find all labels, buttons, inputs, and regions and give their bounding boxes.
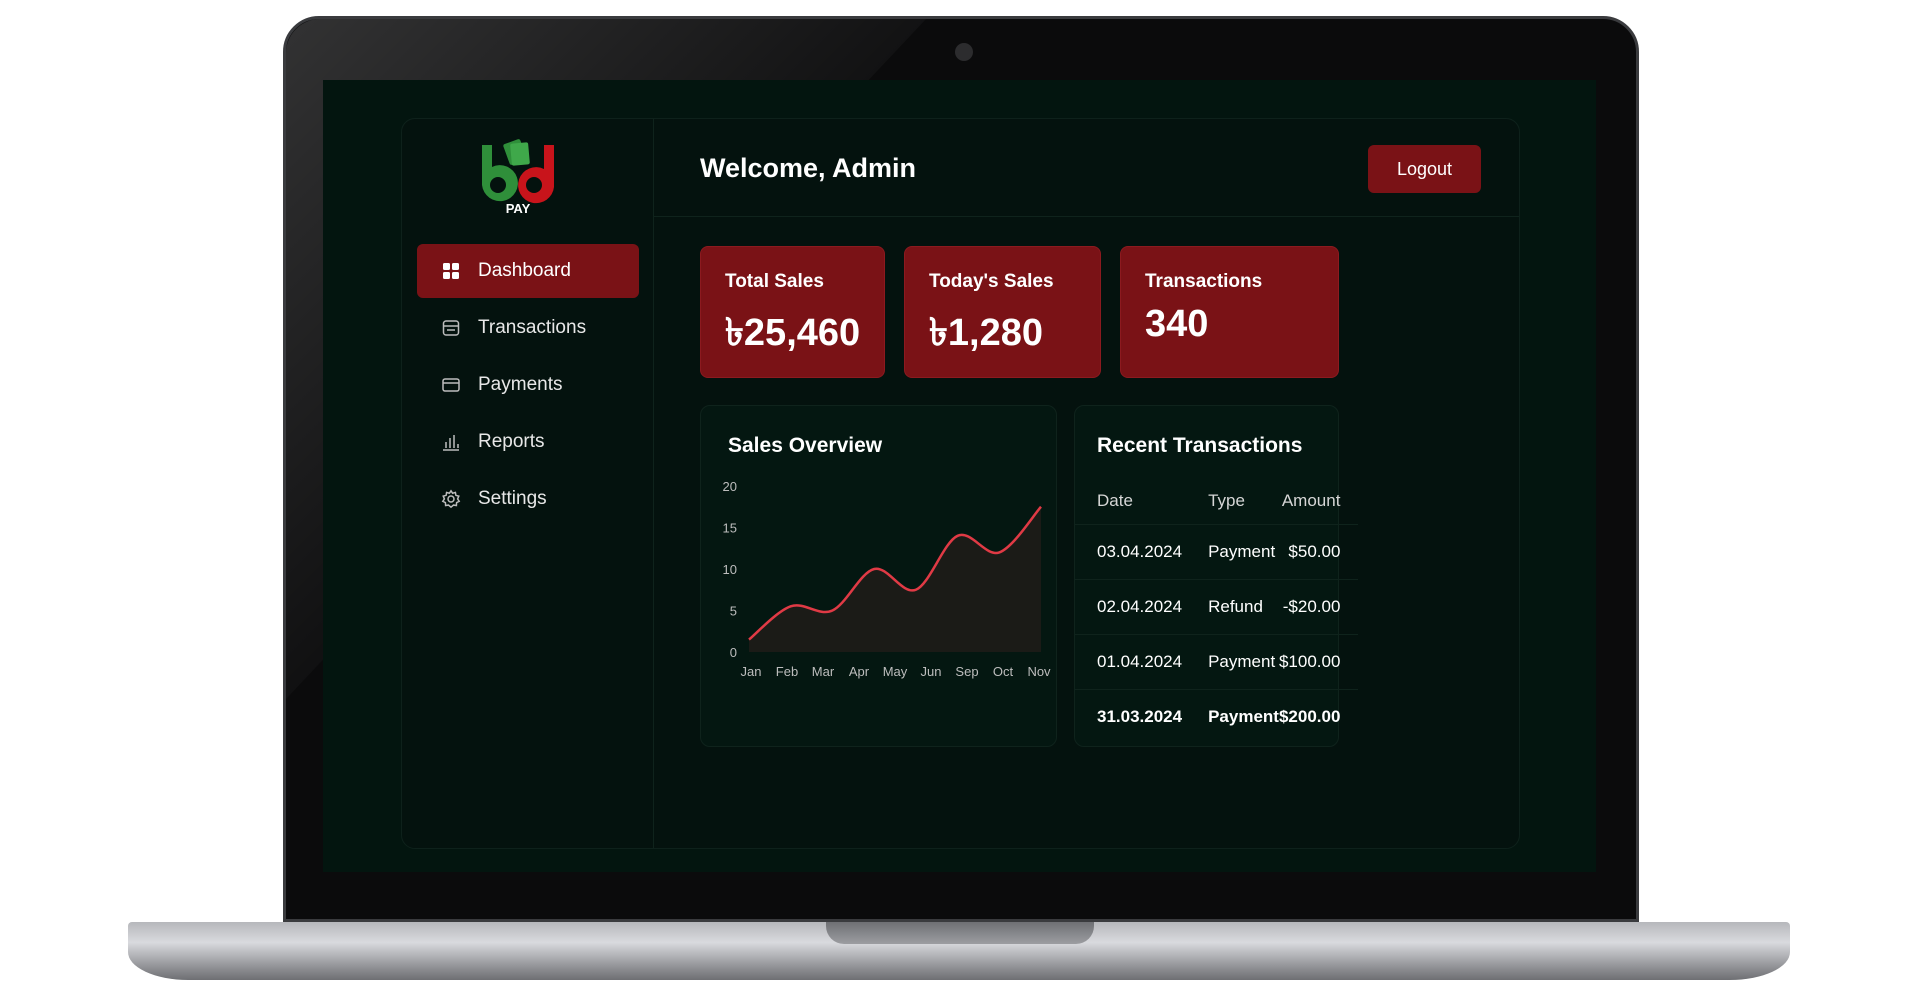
sidebar-item-label: Reports — [478, 431, 545, 452]
dashboard-app: PAY Dashboard Transactions — [401, 118, 1520, 849]
stat-value: ৳1,280 — [929, 312, 1044, 354]
x-tick-label: Apr — [849, 664, 870, 679]
column-header-amount: Amount — [1281, 490, 1341, 510]
y-tick-label: 0 — [730, 645, 737, 660]
tx-amount: $100.00 — [1278, 633, 1359, 689]
column-header-type: Type — [1208, 490, 1245, 510]
sidebar-item-dashboard[interactable]: Dashboard — [417, 244, 639, 298]
y-tick-label: 20 — [723, 479, 737, 494]
sidebar-item-label: Dashboard — [478, 260, 571, 281]
tx-type: Payment — [1182, 633, 1279, 689]
page-title: Welcome, Admin — [700, 153, 917, 183]
x-tick-label: Jun — [921, 664, 942, 679]
sales-overview-title: Sales Overview — [728, 434, 883, 457]
area-fill — [749, 506, 1041, 652]
tx-type: Payment — [1182, 523, 1279, 579]
sidebar-item-label: Transactions — [478, 317, 587, 338]
tx-amount: $50.00 — [1278, 523, 1359, 579]
sidebar-item-settings[interactable]: Settings — [417, 472, 639, 526]
tx-date: 01.04.2024 — [1075, 633, 1183, 689]
sidebar-item-label: Payments — [478, 374, 563, 395]
sales-chart: 0 5 10 15 20 Jan Feb Mar Apr May Jun Sep Oct Nov — [723, 479, 1052, 679]
tx-type: Payment — [1182, 688, 1279, 744]
sidebar-item-transactions[interactable]: Transactions — [417, 301, 639, 355]
header: Welcome, Admin Logout — [654, 119, 1519, 217]
tx-amount: -$20.00 — [1278, 578, 1359, 634]
receipt-icon — [441, 318, 461, 338]
stat-value: 340 — [1145, 303, 1209, 345]
bar-chart-icon — [441, 432, 461, 452]
transactions-table: Date Type Amount 03.04.2024 Payment $50.… — [1075, 478, 1359, 744]
series-line — [748, 505, 1042, 641]
x-tick-label: Feb — [776, 664, 798, 679]
sales-overview-panel: Sales Overview 0 5 10 15 20 Jan Feb Mar Apr May Ju… — [700, 405, 1057, 747]
bdpay-logo: PAY — [482, 139, 554, 216]
gear-icon — [441, 489, 461, 509]
x-tick-label: Sep — [955, 664, 978, 679]
x-tick-label: Jan — [741, 664, 762, 679]
tx-date: 03.04.2024 — [1075, 523, 1183, 579]
table-header-row: Date Type Amount — [1075, 478, 1358, 524]
laptop-screen: PAY Dashboard Transactions — [323, 80, 1596, 872]
x-tick-label: Nov — [1027, 664, 1051, 679]
stat-label: Today's Sales — [929, 271, 1054, 292]
x-tick-label: Mar — [812, 664, 835, 679]
money-icon — [503, 139, 530, 166]
table-row[interactable]: 01.04.2024 Payment $100.00 — [1075, 633, 1359, 689]
recent-transactions-title: Recent Transactions — [1097, 434, 1303, 457]
sidebar-item-label: Settings — [478, 488, 547, 509]
table-row[interactable]: 31.03.2024 Payment $200.00 — [1075, 688, 1359, 744]
sidebar-item-payments[interactable]: Payments — [417, 358, 639, 412]
y-tick-label: 10 — [723, 562, 737, 577]
tx-date: 02.04.2024 — [1075, 578, 1183, 634]
column-header-date: Date — [1097, 490, 1133, 510]
stat-card-total-sales: Total Sales ৳25,460 — [700, 246, 885, 378]
camera — [955, 43, 973, 61]
tx-amount: $200.00 — [1278, 688, 1359, 744]
sidebar-nav: Dashboard Transactions Payments — [417, 244, 639, 529]
sidebar: PAY Dashboard Transactions — [402, 119, 654, 848]
x-tick-label: Oct — [993, 664, 1014, 679]
sidebar-item-reports[interactable]: Reports — [417, 415, 639, 469]
y-tick-label: 15 — [723, 521, 737, 536]
stat-value: ৳25,460 — [725, 312, 861, 354]
stat-label: Total Sales — [725, 271, 824, 292]
tx-type: Refund — [1182, 578, 1279, 634]
stat-card-transactions: Transactions 340 — [1120, 246, 1339, 378]
logo-sub: PAY — [506, 201, 531, 216]
recent-transactions-panel: Recent Transactions Date Type Amount 03.… — [1074, 405, 1359, 747]
stat-card-todays-sales: Today's Sales ৳1,280 — [904, 246, 1101, 378]
credit-card-icon — [441, 375, 461, 395]
y-tick-label: 5 — [730, 604, 737, 619]
tx-date: 31.03.2024 — [1075, 688, 1183, 744]
logout-button[interactable]: Logout — [1368, 145, 1481, 193]
grid-icon — [441, 261, 461, 281]
table-row[interactable]: 02.04.2024 Refund -$20.00 — [1075, 578, 1359, 634]
table-row[interactable]: 03.04.2024 Payment $50.00 — [1075, 523, 1359, 579]
laptop-notch — [826, 922, 1094, 944]
x-tick-label: May — [883, 664, 908, 679]
stat-label: Transactions — [1145, 271, 1263, 292]
